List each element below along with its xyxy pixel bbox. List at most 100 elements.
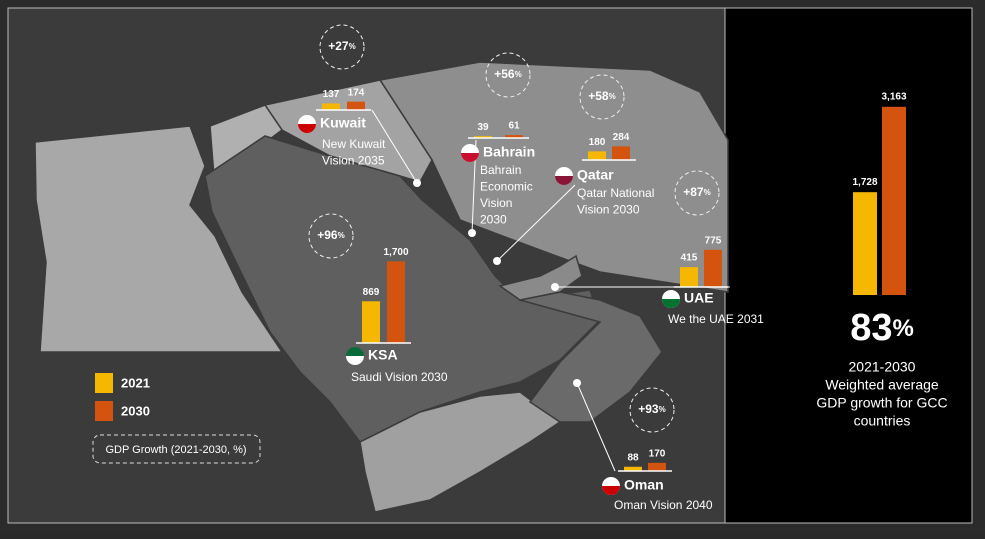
vision-text: Vision 2030 — [577, 203, 640, 217]
growth-value: +87 — [683, 185, 704, 199]
legend-swatch — [95, 373, 113, 393]
summary-panel — [724, 7, 973, 524]
flag — [346, 356, 364, 365]
legend-label: 2030 — [121, 403, 150, 418]
vision-text: 2030 — [480, 213, 507, 227]
growth-circle — [308, 213, 354, 259]
leader-dot — [468, 229, 476, 237]
flag — [602, 486, 620, 495]
vision-text: Economic — [480, 180, 533, 194]
legend-note: GDP Growth (2021-2030, %) — [105, 444, 246, 456]
growth-circle — [674, 170, 720, 216]
flag — [662, 299, 680, 308]
growth-unit: % — [609, 92, 616, 101]
leader-dot — [551, 283, 559, 291]
value-label: 88 — [627, 452, 639, 463]
vision-text: New Kuwait — [322, 137, 386, 151]
growth-circle — [579, 74, 625, 120]
leader-line — [371, 109, 418, 184]
bar — [322, 103, 340, 110]
region — [498, 254, 583, 301]
growth-unit: % — [659, 405, 666, 414]
vision-text: Bahrain — [480, 163, 521, 177]
country-name: KSA — [368, 347, 398, 363]
legend: 2021 2030 GDP Growth (2021-2030, %) — [92, 373, 261, 464]
growth-label: 83% — [850, 307, 914, 349]
vision-text: Vision — [480, 196, 512, 210]
flag — [555, 176, 573, 185]
growth-label: +58% — [588, 89, 615, 103]
growth-label: +27% — [328, 39, 355, 53]
growth-unit: % — [892, 315, 913, 342]
growth-unit: % — [338, 231, 345, 240]
value-label: 284 — [613, 132, 630, 143]
region — [359, 391, 562, 513]
growth-unit: % — [349, 42, 356, 51]
bar — [680, 267, 698, 287]
value-label: 180 — [589, 137, 606, 148]
growth-value: +93 — [638, 402, 659, 416]
country-name: Kuwait — [320, 115, 366, 131]
growth-circle — [629, 387, 675, 433]
growth-value: +27 — [328, 39, 349, 53]
value-label: 869 — [363, 287, 380, 298]
growth-value: +96 — [317, 228, 338, 242]
bar — [347, 101, 365, 110]
growth-value: 83 — [850, 307, 892, 349]
growth-circle — [485, 52, 531, 98]
country-name: Qatar — [577, 167, 614, 183]
bar — [387, 261, 405, 343]
growth-unit: % — [704, 188, 711, 197]
map — [34, 61, 729, 513]
bar — [704, 249, 722, 287]
leader-line — [576, 382, 616, 472]
value-label: 137 — [323, 89, 340, 100]
region — [519, 291, 663, 423]
growth-label: +87% — [683, 185, 710, 199]
leader-dot — [413, 179, 421, 187]
bar — [612, 146, 630, 160]
caption: countries — [854, 413, 911, 429]
bar — [624, 466, 642, 471]
growth-circle — [319, 24, 365, 70]
growth-label: +93% — [638, 402, 665, 416]
bar — [648, 462, 666, 471]
growth-label: +96% — [317, 228, 344, 242]
bar — [505, 135, 523, 138]
growth-value: +56 — [494, 67, 515, 81]
vision-text: Saudi Vision 2030 — [351, 370, 448, 384]
value-label: 415 — [681, 253, 698, 264]
legend-swatch — [95, 401, 113, 421]
caption: 2021-2030 — [849, 359, 916, 375]
value-label: 1,728 — [852, 177, 877, 188]
bar — [882, 106, 906, 295]
legend-label: 2021 — [121, 375, 150, 390]
growth-value: +58 — [588, 89, 609, 103]
value-label: 174 — [348, 87, 365, 98]
country-name: UAE — [684, 290, 714, 306]
caption: GDP growth for GCC — [816, 395, 947, 411]
vision-text: We the UAE 2031 — [668, 312, 764, 326]
region — [378, 61, 729, 293]
country-name: Bahrain — [483, 144, 535, 160]
vision-text: Qatar National — [577, 186, 654, 200]
bar — [588, 151, 606, 160]
bar — [362, 301, 380, 343]
growth-unit: % — [515, 70, 522, 79]
leader-dot — [493, 257, 501, 265]
legend-note-box — [92, 434, 261, 464]
flag — [298, 124, 316, 133]
leader-dot — [573, 379, 581, 387]
flag — [461, 153, 479, 162]
bar — [474, 136, 492, 138]
region — [263, 79, 433, 183]
vision-text: Oman Vision 2040 — [614, 498, 713, 512]
value-label: 3,163 — [881, 91, 906, 102]
country-name: Oman — [624, 477, 664, 493]
caption: Weighted average — [825, 377, 939, 393]
leader-line — [496, 184, 576, 262]
value-label: 775 — [705, 235, 722, 246]
growth-label: +56% — [494, 67, 521, 81]
